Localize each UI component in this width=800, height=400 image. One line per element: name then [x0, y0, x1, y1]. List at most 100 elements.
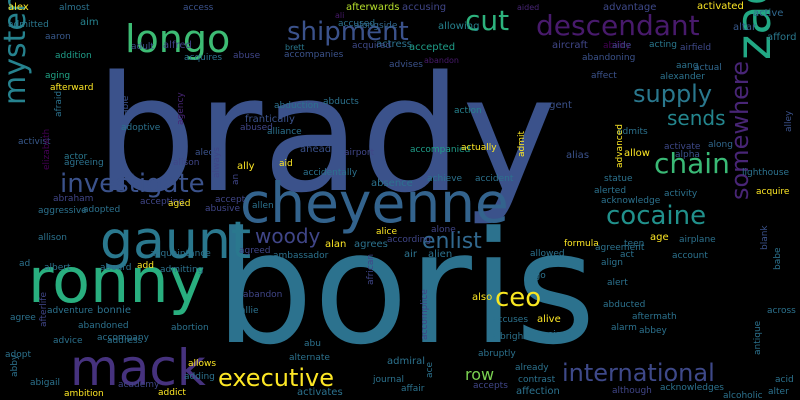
- cloud-word: allowing: [438, 21, 479, 32]
- cloud-word: agreement: [595, 243, 645, 253]
- cloud-word: absence: [371, 178, 413, 189]
- cloud-word: ago: [529, 271, 546, 281]
- cloud-word: accused: [338, 19, 375, 29]
- cloud-word: accept: [215, 195, 246, 205]
- cloud-word: address: [107, 336, 143, 346]
- cloud-word: academy: [118, 380, 160, 390]
- cloud-word: allows: [188, 359, 216, 369]
- cloud-word: addition: [55, 51, 92, 61]
- cloud-word: african: [366, 254, 376, 285]
- cloud-word: activated: [697, 1, 744, 12]
- cloud-word: accuses: [492, 315, 528, 325]
- cloud-word: an: [231, 174, 241, 185]
- cloud-word: agreed: [239, 246, 271, 256]
- cloud-word: babe: [773, 247, 783, 270]
- cloud-word: admits: [617, 127, 648, 137]
- cloud-word: aang: [676, 61, 698, 71]
- cloud-word: agrees: [354, 239, 388, 250]
- cloud-word: accompany: [97, 333, 150, 343]
- cloud-word: chain: [654, 147, 730, 180]
- cloud-word: always: [212, 147, 222, 178]
- cloud-word: alison: [173, 158, 199, 168]
- cloud-word: align: [601, 258, 623, 268]
- cloud-word: abandon: [243, 290, 282, 300]
- cloud-word: actual: [694, 63, 722, 73]
- cloud-word: cheyenne: [240, 171, 509, 235]
- cloud-word: accepts: [473, 381, 508, 391]
- cloud-word: alcoholic: [723, 391, 763, 400]
- cloud-word: activate: [664, 142, 701, 152]
- cloud-word: airport: [344, 148, 375, 158]
- cloud-word: action: [454, 106, 482, 116]
- cloud-word: airfield: [680, 43, 711, 53]
- cloud-word: actually: [461, 143, 497, 153]
- cloud-word: altar: [733, 22, 757, 33]
- cloud-word: activates: [297, 387, 343, 398]
- cloud-word: admitted: [8, 20, 49, 30]
- cloud-word: sends: [667, 106, 726, 130]
- cloud-word: abuse: [233, 51, 261, 61]
- cloud-word: abducts: [323, 97, 359, 107]
- cloud-word: alter: [768, 387, 789, 397]
- cloud-word: somewhere: [726, 61, 754, 200]
- cloud-word: admit: [517, 131, 527, 157]
- cloud-word: abruptly: [478, 349, 516, 359]
- cloud-word: accepting: [140, 197, 184, 207]
- cloud-word: airplane: [679, 235, 716, 245]
- cloud-word: aided: [517, 3, 539, 12]
- cloud-word: able: [121, 95, 131, 115]
- cloud-word: ambassador: [273, 251, 329, 261]
- cloud-word: allow: [624, 148, 650, 159]
- cloud-word: international: [562, 359, 715, 387]
- cloud-word: aging: [45, 71, 70, 81]
- cloud-word: air: [404, 249, 418, 260]
- cloud-word: alone: [431, 225, 456, 235]
- cloud-word: accident: [475, 174, 514, 184]
- cloud-word: executive: [218, 364, 334, 392]
- cloud-word: according: [387, 235, 431, 245]
- cloud-word: age: [650, 232, 669, 243]
- cloud-word: accusing: [402, 2, 446, 13]
- cloud-word: alarm: [611, 323, 637, 333]
- cloud-word: aim: [80, 17, 99, 28]
- cloud-word: albert: [44, 263, 71, 273]
- cloud-word: allie: [240, 306, 259, 316]
- cloud-word: accompanies: [284, 50, 344, 60]
- cloud-word: adult: [131, 42, 154, 52]
- cloud-word: abby: [10, 354, 20, 377]
- cloud-word: enlist: [422, 229, 482, 254]
- cloud-word: abbey: [639, 326, 667, 336]
- cloud-word: adopt: [5, 350, 31, 360]
- cloud-word: affair: [401, 384, 425, 394]
- cloud-word: also: [472, 292, 492, 303]
- cloud-word: advice: [53, 336, 83, 346]
- cloud-word: aid: [279, 159, 293, 169]
- cloud-word: poison: [542, 330, 572, 340]
- cloud-word: access: [183, 3, 214, 13]
- cloud-word: ad: [19, 259, 30, 269]
- cloud-word: elizabeth: [42, 129, 52, 170]
- cloud-word: alpha: [675, 150, 700, 160]
- cloud-word: afford: [767, 32, 796, 43]
- cloud-word: ambition: [64, 389, 104, 399]
- cloud-word: alliance: [267, 127, 302, 137]
- cloud-word: investigate: [60, 169, 205, 199]
- cloud-word: afraid: [54, 91, 64, 117]
- cloud-word: cut: [465, 4, 509, 37]
- cloud-word: alice: [376, 227, 397, 237]
- cloud-word: abduction: [274, 101, 319, 111]
- cloud-word: allison: [38, 233, 67, 243]
- cloud-word: acquired: [352, 41, 391, 51]
- cloud-word: alongside: [354, 21, 398, 31]
- cloud-word: acquaintance: [150, 249, 211, 259]
- cloud-word: longo: [125, 17, 230, 61]
- cloud-word: abigail: [30, 378, 60, 388]
- cloud-word: almost: [59, 3, 90, 13]
- cloud-word: advantage: [603, 2, 656, 13]
- cloud-word: agency: [176, 92, 186, 125]
- cloud-word: abducted: [603, 300, 645, 310]
- cloud-word: alex: [8, 2, 29, 13]
- cloud-word: brady: [95, 41, 557, 228]
- cloud-word: advises: [389, 60, 423, 70]
